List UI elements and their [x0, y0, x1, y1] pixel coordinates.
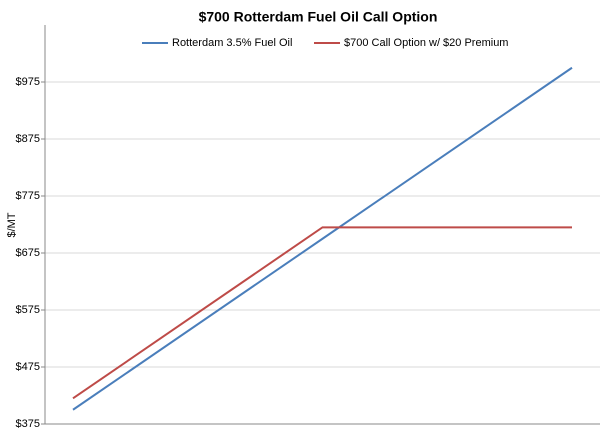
series-line [72, 226, 572, 400]
series-line [72, 66, 573, 411]
y-tick-label: $775 [16, 190, 40, 202]
legend-label: Rotterdam 3.5% Fuel Oil [172, 37, 292, 49]
y-tick-label: $475 [16, 361, 40, 373]
y-tick-label: $975 [16, 76, 40, 88]
y-tick-label: $875 [16, 133, 40, 145]
legend-label: $700 Call Option w/ $20 Premium [344, 37, 508, 49]
y-tick-label: $575 [16, 304, 40, 316]
y-tick-label: $675 [16, 247, 40, 259]
y-axis-label: $/MT [6, 212, 18, 237]
y-tick-label: $375 [16, 418, 40, 430]
chart-title: $700 Rotterdam Fuel Oil Call Option [199, 9, 438, 25]
